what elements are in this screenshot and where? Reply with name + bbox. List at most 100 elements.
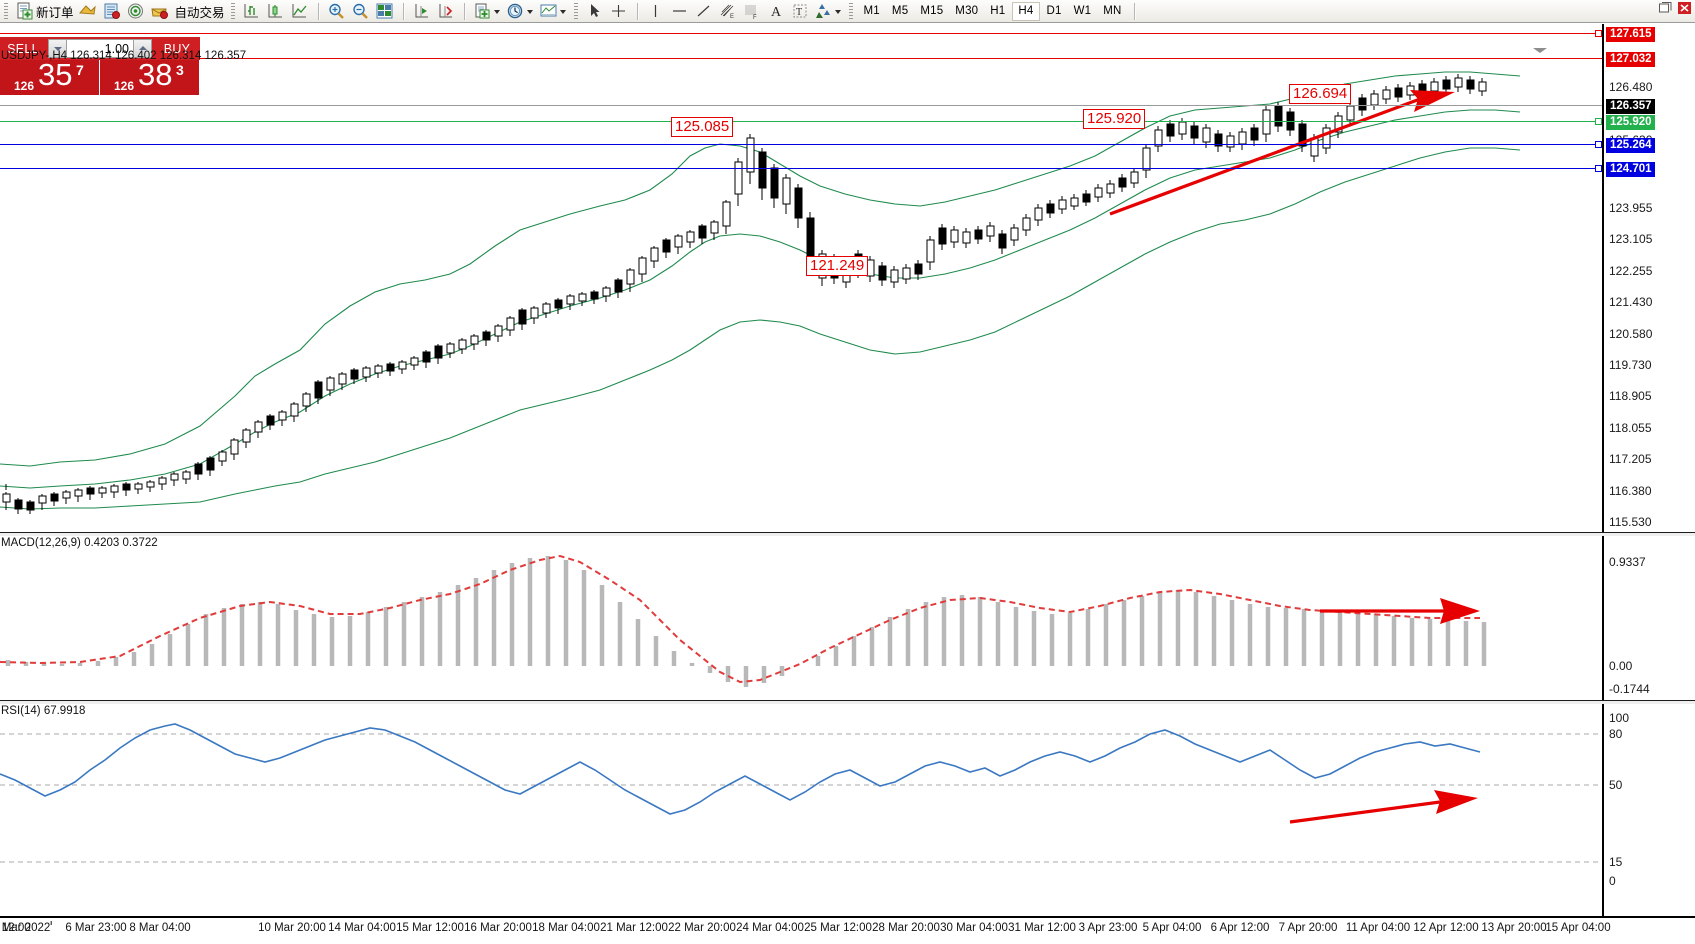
timeframe-m30[interactable]: M30 <box>955 4 979 17</box>
time-label-4: 10 Mar 20:00 <box>258 922 326 934</box>
callout-121249[interactable]: 121.249 <box>806 256 869 276</box>
price-pane[interactable]: 126.694 125.920 125.085 121.249 127.615 … <box>0 24 1695 534</box>
periodicity-button[interactable] <box>504 1 537 22</box>
volume-stepper[interactable]: 1.00 <box>46 37 154 60</box>
mailbox-button[interactable] <box>148 1 172 22</box>
sell-button[interactable]: SELL <box>0 37 46 60</box>
level-handle-127615[interactable] <box>1595 30 1602 37</box>
restore-window-icon[interactable] <box>1658 1 1674 17</box>
chart-shift-button[interactable] <box>410 1 434 22</box>
trendline-tool-button[interactable] <box>692 1 716 22</box>
market-watch-icon <box>375 2 395 21</box>
text-tool-button[interactable]: A <box>764 1 788 22</box>
rsi-axis[interactable]: 100 80 50 15 0 <box>1602 704 1695 916</box>
crosshair-icon <box>609 2 629 21</box>
equidistant-channel-tool-button[interactable]: E <box>716 1 740 22</box>
line-chart-button[interactable] <box>288 1 312 22</box>
time-label-0: Mar 2022 <box>1 921 52 934</box>
timeframe-h1[interactable]: H1 <box>990 4 1006 17</box>
vertical-line-tool-button[interactable] <box>644 1 668 22</box>
toolbar-separator-4 <box>634 2 641 21</box>
timeframe-m5[interactable]: M5 <box>891 4 909 17</box>
new-chart-button[interactable] <box>471 1 504 22</box>
zoom-out-button[interactable] <box>349 1 373 22</box>
axis-label-123955: 123.955 <box>1609 201 1653 215</box>
level-chip-127032[interactable]: 127.032 <box>1606 52 1655 67</box>
level-chip-125264[interactable]: 125.264 <box>1606 138 1655 153</box>
bar-chart-button[interactable] <box>240 1 264 22</box>
crosshair-tool-button[interactable] <box>607 1 631 22</box>
resistance-line-127032[interactable] <box>0 58 1602 59</box>
arrows-tool-button[interactable] <box>812 1 845 22</box>
rsi-pane[interactable]: RSI(14) 67.9918 100 80 <box>0 704 1695 916</box>
bars-chart-button[interactable] <box>76 1 100 22</box>
templates-button[interactable] <box>537 1 570 22</box>
time-label-22: 13 Apr 20:00 <box>1481 922 1547 934</box>
callout-125085[interactable]: 125.085 <box>671 117 734 137</box>
new-order-button[interactable]: 新订单 <box>13 1 76 22</box>
chart-canvas[interactable]: USDJPY-,H4 126.314 126.402 126.314 126.3… <box>0 24 1695 944</box>
chevron-down-icon-3[interactable] <box>559 2 568 21</box>
chevron-down-icon-4[interactable] <box>834 2 843 21</box>
volume-input[interactable]: 1.00 <box>67 39 133 58</box>
close-window-icon[interactable] <box>1677 1 1693 17</box>
news-button[interactable] <box>100 1 124 22</box>
rsi-plot[interactable] <box>0 704 1602 916</box>
support-line-125264[interactable] <box>0 144 1602 145</box>
rsi-trend-arrow <box>1289 790 1478 824</box>
callout-126694[interactable]: 126.694 <box>1289 84 1352 104</box>
sell-price-prefix: 126 <box>14 79 35 93</box>
level-chip-125920[interactable]: 125.920 <box>1606 115 1655 130</box>
rsi-axis-label-50: 50 <box>1609 778 1623 792</box>
timeframe-w1[interactable]: W1 <box>1073 4 1092 17</box>
zoom-in-icon <box>327 2 347 21</box>
signal-button[interactable] <box>124 1 148 22</box>
fibonacci-tool-button[interactable]: F <box>740 1 764 22</box>
level-chip-127615[interactable]: 127.615 <box>1606 27 1655 42</box>
candlestick-chart-button[interactable] <box>264 1 288 22</box>
toolbar-grip-3[interactable] <box>572 2 581 21</box>
cursor-tool-button[interactable] <box>583 1 607 22</box>
buy-button[interactable]: BUY <box>154 37 200 60</box>
window-controls <box>1655 1 1693 17</box>
candlesticks <box>2 74 1487 514</box>
volume-increase-button[interactable] <box>133 39 152 58</box>
volume-decrease-button[interactable] <box>48 39 67 58</box>
zoom-in-button[interactable] <box>325 1 349 22</box>
macd-plot[interactable] <box>0 536 1602 701</box>
text-label-icon: T <box>790 2 810 21</box>
mid-level-line-125920[interactable] <box>0 121 1602 122</box>
macd-axis[interactable]: 0.9337 0.00 -0.1744 <box>1602 536 1695 701</box>
timeframe-d1[interactable]: D1 <box>1046 4 1062 17</box>
price-plot[interactable]: 126.694 125.920 125.085 121.249 <box>0 24 1602 534</box>
chart-autoscroll-button[interactable] <box>434 1 458 22</box>
timeframe-m1[interactable]: M1 <box>863 4 880 17</box>
one-click-trading-panel[interactable]: SELL 1.00 BUY 126 35 7 126 38 3 <box>0 37 200 95</box>
horizontal-line-tool-button[interactable] <box>668 1 692 22</box>
timeframe-h4[interactable]: H4 <box>1012 1 1040 21</box>
chevron-down-icon[interactable] <box>493 2 502 21</box>
timeframe-m15[interactable]: M15 <box>920 4 944 17</box>
market-watch-button[interactable] <box>373 1 397 22</box>
level-handle-124701[interactable] <box>1595 165 1602 172</box>
level-handle-125264[interactable] <box>1595 141 1602 148</box>
price-axis[interactable]: 127.615 127.305 127.032 126.480 126.357 … <box>1602 24 1695 534</box>
resistance-line-127615[interactable] <box>0 33 1602 34</box>
macd-pane[interactable]: MACD(12,26,9) 0.4203 0.3722 <box>0 536 1695 701</box>
autotrade-button[interactable]: 自动交易 <box>172 1 227 22</box>
callout-125920[interactable]: 125.920 <box>1083 109 1146 129</box>
chevron-down-icon-2[interactable] <box>526 2 535 21</box>
sell-price-display[interactable]: 126 35 7 <box>0 57 99 95</box>
level-handle-125920[interactable] <box>1595 118 1602 125</box>
timeframe-mn[interactable]: MN <box>1103 4 1122 17</box>
text-label-tool-button[interactable]: T <box>788 1 812 22</box>
time-axis[interactable]: Mar 2022 6 Mar 23:00 8 Mar 04:00 9 Mar 1… <box>0 916 1695 944</box>
toolbar-grip-4[interactable] <box>847 2 856 21</box>
rsi-series-layer <box>0 723 1602 863</box>
toolbar-grip[interactable] <box>2 2 11 21</box>
chevron-down-icon-pane[interactable] <box>1533 46 1547 56</box>
toolbar-grip-2[interactable] <box>229 2 238 21</box>
support-line-124701[interactable] <box>0 168 1602 169</box>
level-chip-124701[interactable]: 124.701 <box>1606 162 1655 177</box>
buy-price-display[interactable]: 126 38 3 <box>100 57 199 95</box>
